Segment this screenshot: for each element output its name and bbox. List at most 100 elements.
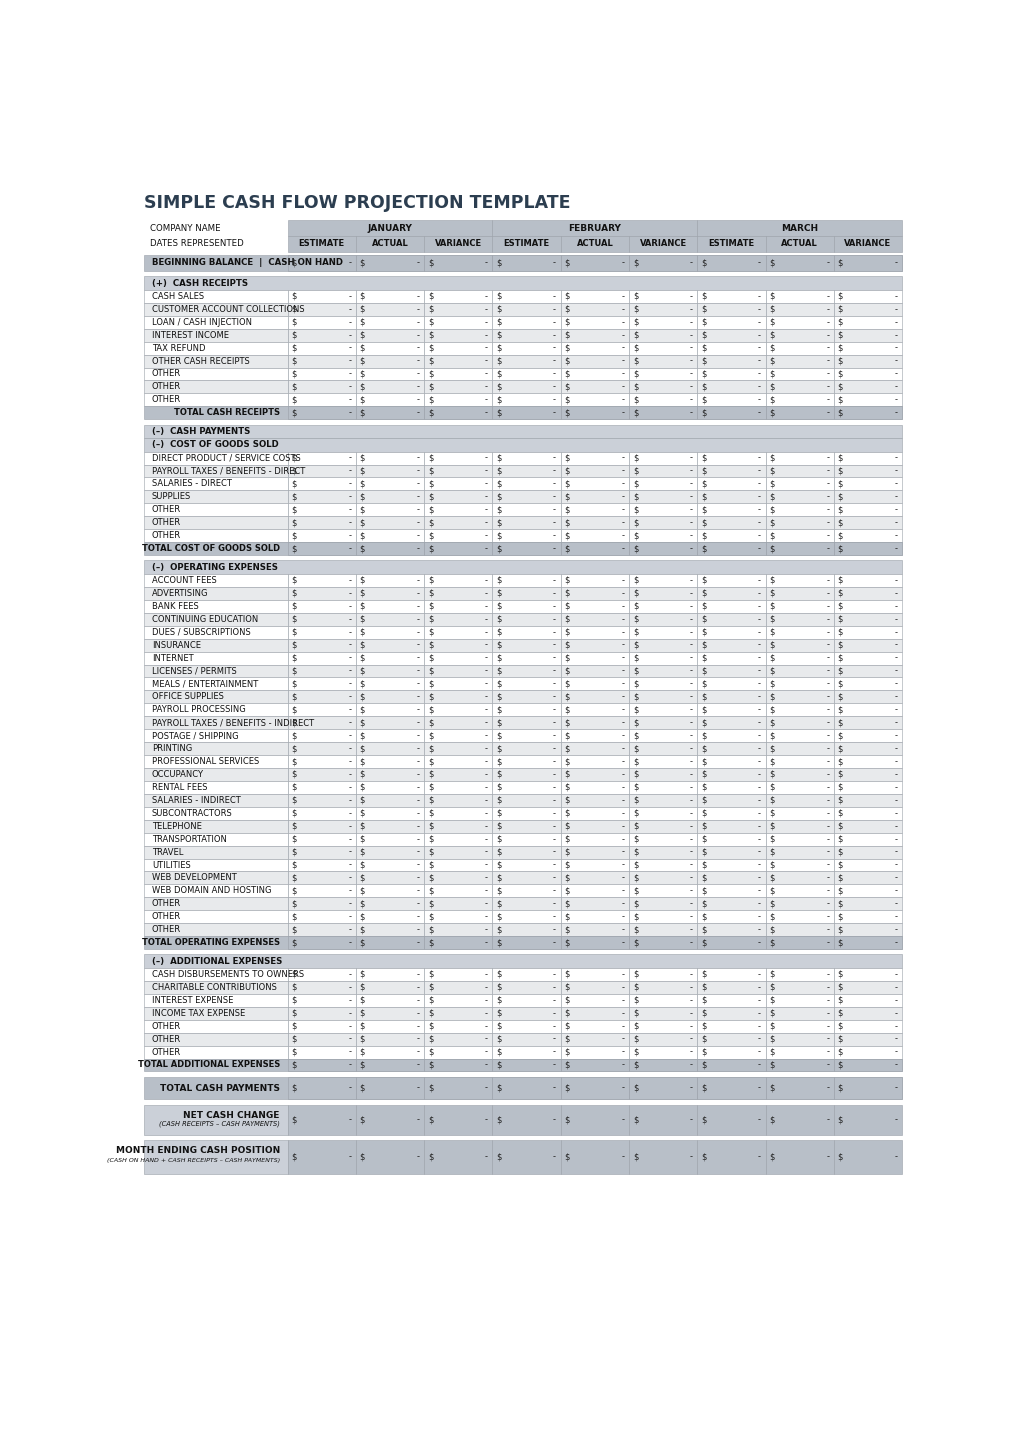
Bar — [834, 517, 902, 530]
Bar — [492, 755, 560, 768]
Text: -: - — [758, 796, 761, 804]
Bar — [766, 691, 834, 704]
Text: $: $ — [633, 1021, 639, 1031]
Text: $: $ — [428, 796, 433, 804]
Text: -: - — [348, 343, 351, 353]
Bar — [698, 859, 766, 872]
Text: -: - — [417, 808, 419, 817]
Text: $: $ — [838, 808, 843, 817]
Bar — [834, 626, 902, 639]
Text: -: - — [485, 666, 488, 675]
Text: -: - — [485, 692, 488, 701]
Text: -: - — [758, 480, 761, 488]
Bar — [629, 898, 698, 910]
Text: -: - — [485, 925, 488, 935]
Text: OTHER: OTHER — [152, 925, 181, 935]
Text: -: - — [826, 679, 829, 688]
Text: $: $ — [838, 1153, 843, 1162]
Text: -: - — [758, 518, 761, 527]
Bar — [424, 530, 492, 543]
Bar — [144, 478, 288, 491]
Bar — [144, 923, 288, 936]
Text: -: - — [417, 718, 419, 727]
Bar — [834, 691, 902, 704]
Bar — [356, 691, 424, 704]
Text: $: $ — [701, 493, 707, 501]
Bar — [834, 968, 902, 981]
Text: $: $ — [292, 343, 297, 353]
Bar — [424, 742, 492, 755]
Bar — [560, 691, 629, 704]
Bar — [560, 768, 629, 781]
Bar — [629, 910, 698, 923]
Text: $: $ — [564, 356, 570, 366]
Text: -: - — [485, 531, 488, 540]
Text: LOAN / CASH INJECTION: LOAN / CASH INJECTION — [152, 317, 252, 327]
Text: -: - — [895, 834, 897, 843]
Bar — [560, 742, 629, 755]
Bar — [144, 626, 288, 639]
Bar — [560, 329, 629, 342]
Text: $: $ — [633, 1153, 639, 1162]
Bar — [492, 254, 560, 271]
Text: $: $ — [701, 757, 707, 765]
Text: $: $ — [633, 258, 639, 267]
Text: $: $ — [292, 369, 297, 379]
Bar — [356, 464, 424, 478]
Text: $: $ — [428, 1047, 433, 1057]
Bar — [288, 729, 356, 742]
Bar — [834, 491, 902, 504]
Text: -: - — [485, 912, 488, 922]
Text: $: $ — [496, 576, 501, 584]
Text: $: $ — [770, 467, 775, 475]
Text: $: $ — [428, 369, 433, 379]
Bar — [492, 794, 560, 807]
Bar — [766, 923, 834, 936]
Text: $: $ — [770, 1084, 775, 1093]
Bar — [492, 543, 560, 556]
Text: -: - — [826, 628, 829, 636]
Bar — [144, 781, 288, 794]
Bar — [424, 872, 492, 885]
Text: -: - — [553, 544, 556, 553]
Text: $: $ — [770, 1008, 775, 1018]
Text: $: $ — [292, 873, 297, 883]
Bar — [766, 755, 834, 768]
Text: -: - — [895, 1008, 897, 1018]
Bar — [356, 451, 424, 464]
Bar — [144, 342, 288, 355]
Bar — [492, 1077, 560, 1099]
Bar — [766, 1045, 834, 1058]
Bar — [698, 691, 766, 704]
Text: -: - — [553, 480, 556, 488]
Text: OTHER: OTHER — [152, 505, 181, 514]
Text: -: - — [621, 467, 624, 475]
Text: -: - — [690, 356, 693, 366]
Bar — [766, 464, 834, 478]
Text: -: - — [485, 873, 488, 883]
Bar — [629, 691, 698, 704]
Bar — [144, 910, 288, 923]
Text: $: $ — [292, 886, 297, 896]
Text: BEGINNING BALANCE  |  CASH ON HAND: BEGINNING BALANCE | CASH ON HAND — [152, 258, 343, 267]
Bar — [424, 600, 492, 613]
Bar — [834, 768, 902, 781]
Text: -: - — [553, 408, 556, 418]
Text: $: $ — [428, 1034, 433, 1044]
Text: MEALS / ENTERTAINMENT: MEALS / ENTERTAINMENT — [152, 679, 258, 688]
Bar — [834, 639, 902, 652]
Text: -: - — [417, 493, 419, 501]
Text: -: - — [690, 576, 693, 584]
Text: -: - — [417, 531, 419, 540]
Text: -: - — [758, 821, 761, 830]
Bar — [629, 820, 698, 833]
Text: SUBCONTRACTORS: SUBCONTRACTORS — [152, 808, 233, 817]
Text: $: $ — [360, 628, 365, 636]
Text: $: $ — [360, 258, 365, 267]
Bar — [629, 729, 698, 742]
Text: OTHER: OTHER — [152, 1021, 181, 1031]
Bar — [288, 872, 356, 885]
Text: $: $ — [838, 731, 843, 740]
Bar — [492, 885, 560, 898]
Bar — [629, 781, 698, 794]
